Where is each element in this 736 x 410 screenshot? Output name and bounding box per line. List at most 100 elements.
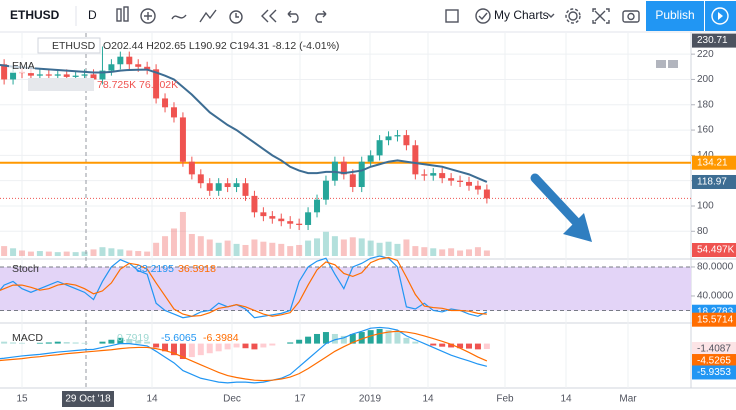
- ema-label: 118.97: [697, 177, 727, 188]
- ema-line: [0, 63, 488, 183]
- candle-body: [144, 66, 151, 70]
- undo-button[interactable]: [287, 10, 299, 23]
- macd-histogram-bar: [466, 343, 472, 349]
- symbol[interactable]: ETHUSD: [10, 8, 60, 22]
- volume-bar: [19, 250, 25, 256]
- compare-button[interactable]: [171, 14, 187, 20]
- candle-body: [242, 183, 249, 196]
- legend-vol-values: 78.725K 76.602K: [97, 79, 178, 91]
- candle-body: [179, 117, 186, 162]
- macd-histogram-bar: [457, 343, 464, 349]
- macd-line: [0, 326, 488, 384]
- volume-bar: [179, 211, 186, 256]
- volume-bar: [340, 239, 347, 256]
- stoch-k-label: 18.2783: [697, 306, 734, 317]
- volume-bar: [188, 233, 195, 256]
- volume-bar: [260, 241, 267, 256]
- macd-histogram-bar: [376, 328, 383, 344]
- candle-body: [54, 74, 61, 76]
- macd-signal-value: -6.3984: [203, 332, 239, 344]
- macd-histogram-bar: [215, 343, 222, 352]
- macd-histogram-bar: [99, 341, 106, 344]
- candle-body: [81, 74, 88, 76]
- price-label: 220: [697, 49, 714, 60]
- price-label: 140: [697, 150, 714, 161]
- interval[interactable]: D: [88, 8, 97, 22]
- macd-histogram-bar: [1, 341, 8, 344]
- volume-label: 54.497K: [697, 245, 735, 256]
- candle-body: [269, 216, 276, 219]
- legend-ema-box[interactable]: [9, 58, 35, 73]
- macd-histogram-bar: [403, 337, 410, 344]
- publish-button[interactable]: [646, 1, 704, 31]
- candle-body: [296, 223, 303, 225]
- volume-bar: [394, 243, 401, 256]
- volume-bar: [278, 243, 285, 256]
- candle-body: [474, 185, 481, 190]
- candle-body: [385, 136, 392, 141]
- volume-bar: [322, 231, 329, 256]
- macd-histogram-bar: [269, 343, 276, 346]
- volume-bar: [421, 247, 428, 256]
- volume-bar: [305, 240, 312, 256]
- volume-bar: [215, 242, 222, 256]
- stoch-title: Stoch: [12, 263, 39, 275]
- legend-ohlc: O202.44 H202.65 L190.92 C194.31 -8.12 (-…: [103, 40, 339, 52]
- time-label: 14: [560, 394, 572, 405]
- candle-body: [466, 181, 472, 186]
- macd-histogram-bar: [179, 343, 186, 360]
- volume-bar: [349, 237, 356, 256]
- macd-histogram-bar: [197, 343, 204, 356]
- macd-signal-label-bg: [692, 354, 736, 369]
- toolbar: [0, 0, 736, 32]
- macd-histogram-bar: [144, 341, 151, 344]
- candle-body: [10, 71, 17, 80]
- candle-body: [1, 64, 8, 80]
- candle-body: [197, 174, 204, 184]
- macd-line-label-bg: [692, 365, 736, 380]
- volume-bar: [448, 248, 455, 256]
- candle-body: [287, 221, 294, 224]
- settings-button[interactable]: [565, 8, 581, 24]
- alert-button[interactable]: [229, 10, 243, 24]
- legend-vol-buttons[interactable]: [28, 78, 94, 91]
- candle-body: [421, 174, 428, 176]
- my-charts-button[interactable]: My Charts: [475, 8, 555, 24]
- replay-button[interactable]: [261, 9, 277, 23]
- candle-style-button[interactable]: [116, 6, 129, 22]
- macd-histogram-bar: [188, 343, 195, 358]
- macd-histogram-bar: [385, 330, 392, 344]
- stoch-d-value: 36.5918: [178, 263, 216, 275]
- volume-bar: [412, 246, 419, 256]
- candle-body: [233, 183, 240, 188]
- candle-body: [367, 155, 374, 162]
- macd-histogram-bar: [224, 343, 231, 350]
- macd-hist-value: 0.7919: [117, 332, 149, 344]
- candle-body: [206, 183, 213, 191]
- stoch-d-label: 15.5714: [697, 314, 734, 325]
- price-label: 160: [697, 125, 714, 136]
- macd-histogram-bar: [170, 343, 177, 356]
- price-label: 200: [697, 74, 714, 85]
- templates-button[interactable]: [199, 9, 217, 23]
- indicators-button[interactable]: [140, 8, 156, 24]
- volume-bar: [153, 242, 160, 256]
- macd-histogram-bar: [126, 338, 133, 344]
- volume-bar: [72, 252, 79, 256]
- volume-bar: [403, 239, 410, 256]
- legend-symbol-box[interactable]: [37, 37, 101, 54]
- snapshot-button[interactable]: [622, 10, 640, 23]
- redo-button[interactable]: [315, 10, 327, 23]
- volume-bar: [135, 251, 142, 256]
- select-button[interactable]: [445, 9, 459, 23]
- hline-label-bg: [692, 155, 736, 170]
- stoch-axis-label: 40.0000: [697, 291, 734, 302]
- macd-histogram-bar: [367, 330, 374, 344]
- candle-body: [376, 140, 383, 156]
- stoch-k-value: 33.2195: [136, 263, 174, 275]
- fullscreen-button[interactable]: [592, 8, 610, 24]
- candle-body: [340, 161, 347, 175]
- macd-hist-label: -1.4087: [697, 344, 731, 355]
- candle-body: [412, 145, 419, 175]
- candle-body: [170, 107, 177, 118]
